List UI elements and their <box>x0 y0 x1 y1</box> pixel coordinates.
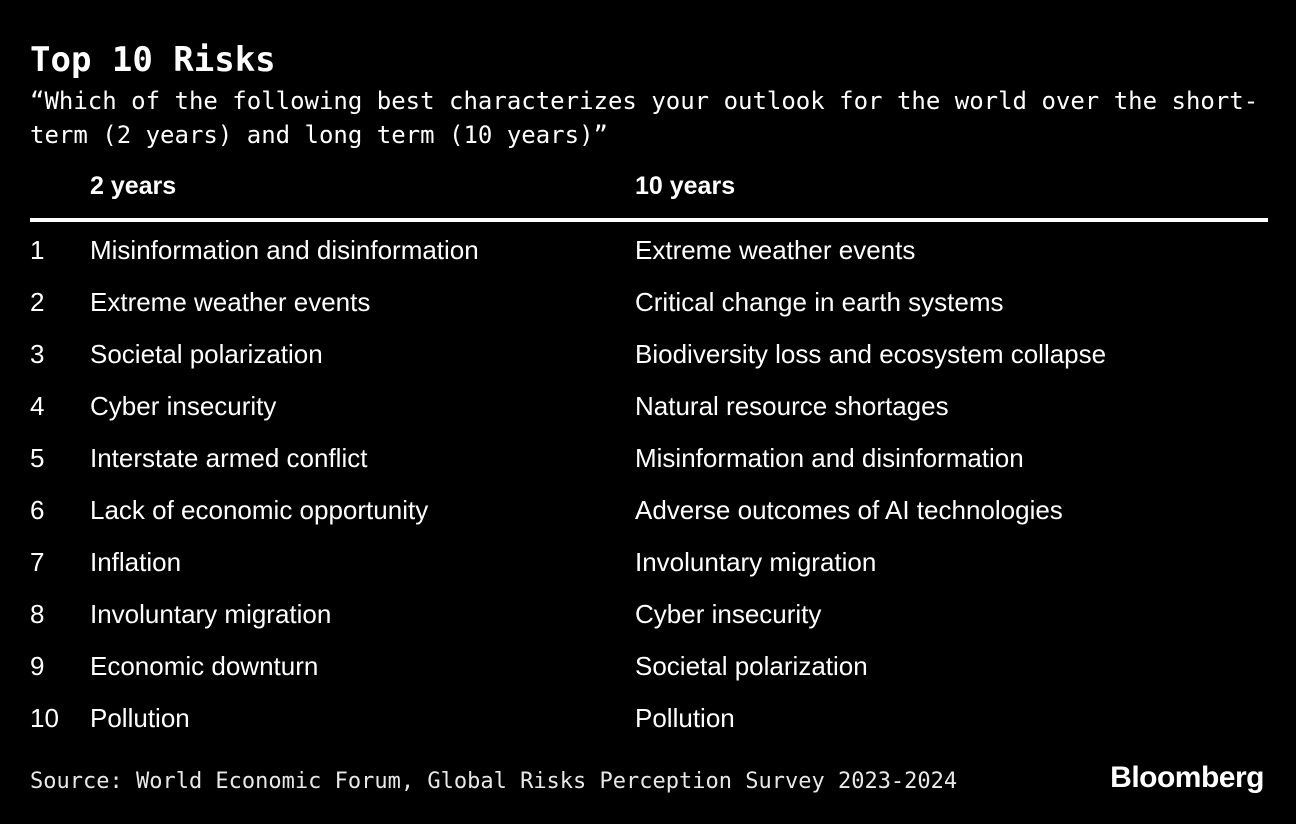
rank-cell: 4 <box>30 390 45 421</box>
table-header-row: 2 years 10 years <box>30 170 1268 222</box>
rank-cell: 1 <box>30 234 45 265</box>
two-years-cell: Cyber insecurity <box>90 390 277 421</box>
ten-years-cell: Pollution <box>635 702 735 733</box>
rank-cell: 7 <box>30 546 45 577</box>
ten-years-cell: Natural resource shortages <box>635 390 949 421</box>
two-years-cell: Involuntary migration <box>90 598 332 629</box>
rank-cell: 10 <box>30 702 59 733</box>
table-row: 9 Economic downturn Societal polarization <box>30 640 1268 692</box>
ten-years-cell: Involuntary migration <box>635 546 877 577</box>
table-row: 3 Societal polarization Biodiversity loss … <box>30 328 1268 380</box>
rank-cell: 2 <box>30 286 45 317</box>
page-title: Top 10 Risks <box>30 40 276 80</box>
ten-years-cell: Cyber insecurity <box>635 598 822 629</box>
ten-years-cell: Biodiversity loss and ecosystem collapse <box>635 338 1107 369</box>
rank-cell: 8 <box>30 598 45 629</box>
two-years-cell: Inflation <box>90 546 182 577</box>
ten-years-cell: Critical change in earth systems <box>635 286 1004 317</box>
ten-years-cell: Adverse outcomes of AI technologies <box>635 494 1063 525</box>
source-text: Source: World Economic Forum, Global Ris… <box>30 769 958 794</box>
rank-cell: 9 <box>30 650 45 681</box>
rank-cell: 5 <box>30 442 45 473</box>
rank-cell: 3 <box>30 338 45 369</box>
two-years-cell: Misinformation and disinformation <box>90 234 479 265</box>
two-years-cell: Extreme weather events <box>90 286 371 317</box>
chart-subtitle: “Which of the following best characteriz… <box>30 87 1259 149</box>
two-years-cell: Lack of economic opportunity <box>90 494 429 525</box>
two-years-cell: Interstate armed conflict <box>90 442 368 473</box>
two-years-cell: Economic downturn <box>90 650 319 681</box>
bloomberg-logo: Bloomberg <box>1110 761 1264 794</box>
table-body: 1 Misinformation and disinformation Extrem… <box>30 222 1268 744</box>
table-row: 7 Inflation Involuntary migration <box>30 536 1268 588</box>
table-row: 8 Involuntary migration Cyber insecurity <box>30 588 1268 640</box>
table-row: 2 Extreme weather events Critical change i… <box>30 276 1268 328</box>
table-row: 1 Misinformation and disinformation Extrem… <box>30 224 1268 276</box>
table-row: 4 Cyber insecurity Natural resource shorta… <box>30 380 1268 432</box>
risks-table: 2 years 10 years 1 Misinformation and dis… <box>30 170 1268 744</box>
ten-years-cell: Societal polarization <box>635 650 868 681</box>
ten-years-cell: Extreme weather events <box>635 234 916 265</box>
column-header-2-years: 2 years <box>90 172 177 200</box>
column-header-10-years: 10 years <box>635 172 736 200</box>
two-years-cell: Pollution <box>90 702 190 733</box>
ten-years-cell: Misinformation and disinformation <box>635 442 1024 473</box>
rank-cell: 6 <box>30 494 45 525</box>
table-row: 5 Interstate armed conflict Misinformation… <box>30 432 1268 484</box>
table-row: 6 Lack of economic opportunity Adverse out… <box>30 484 1268 536</box>
two-years-cell: Societal polarization <box>90 338 323 369</box>
table-row: 10 Pollution Pollution <box>30 692 1268 744</box>
